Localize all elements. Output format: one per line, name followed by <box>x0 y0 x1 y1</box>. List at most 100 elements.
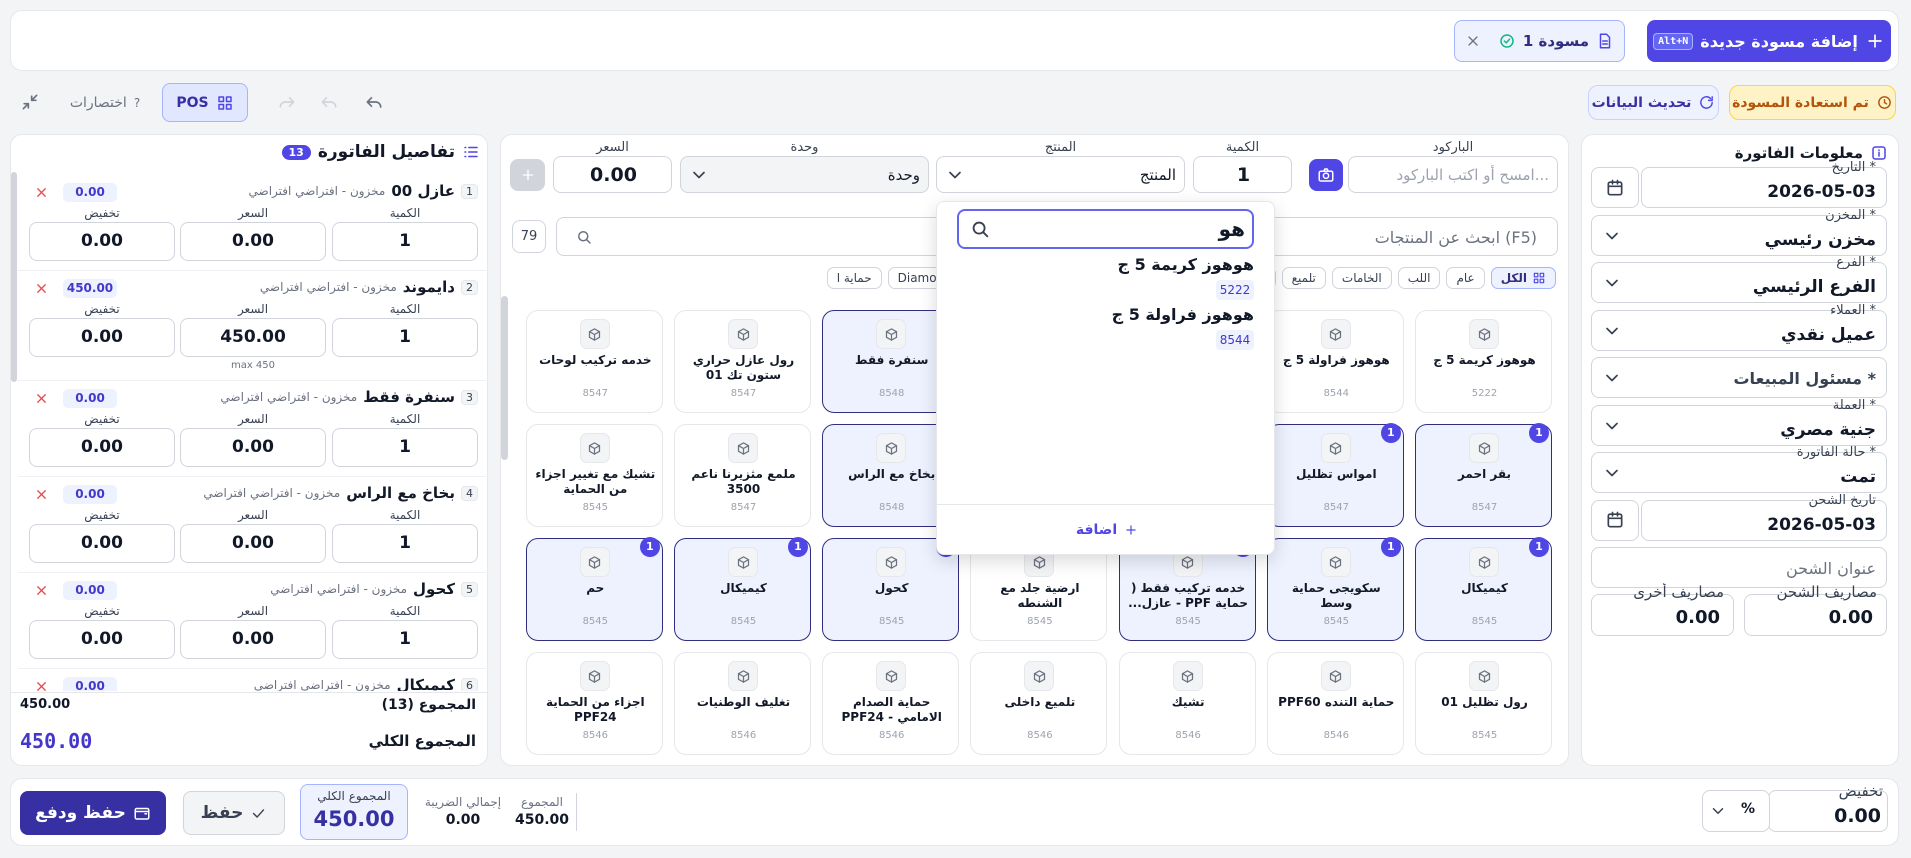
product-card[interactable]: حماية الصدام الامامي - PPF24 8546 <box>822 652 960 755</box>
toolbar-icon-button[interactable] <box>277 92 299 114</box>
category-chip[interactable]: اللب <box>1397 267 1441 289</box>
item-input[interactable]: 450.00 <box>180 318 326 357</box>
item-input[interactable]: 0.00 <box>29 428 175 467</box>
cost-field[interactable]: مصاريف الشحن 0.00 <box>1744 583 1887 636</box>
item-input[interactable]: 0.00 <box>180 524 326 563</box>
form-field[interactable]: مسئول المبيعات * <box>1591 357 1887 398</box>
product-card[interactable]: كيميكال 8545 1 <box>674 537 811 641</box>
product-code: 8546 <box>1175 730 1201 741</box>
product-card[interactable]: هوهوز كريمة 5 ج 5222 <box>1415 310 1552 413</box>
product-card[interactable]: سكويجى حماية وسط 8545 1 <box>1266 537 1404 641</box>
product-card[interactable]: ملمع مثزيرنا ناعم 3500 8547 <box>674 424 811 527</box>
shortcuts-button[interactable]: ? اختصارات <box>60 86 150 119</box>
item-input[interactable]: 0.00 <box>180 428 326 467</box>
item-input[interactable]: 0.00 <box>29 524 175 563</box>
form-field[interactable]: العملة * جنية مصري <box>1591 398 1887 446</box>
product-card[interactable]: تغليف الوطنيات 8546 <box>674 652 811 755</box>
product-card[interactable]: رول عازل حراري ستون تك 01 8547 <box>674 310 811 413</box>
entry-input[interactable]: المنتج <box>936 156 1185 193</box>
toolbar-icon-button[interactable] <box>319 92 341 114</box>
save-pay-button[interactable]: حفظ ودفع <box>20 791 166 835</box>
form-field[interactable]: حالة الفاتورة * تمت <box>1591 445 1887 493</box>
field-label: الكمية <box>389 206 421 220</box>
summary-label: المجموع <box>521 795 563 809</box>
remove-item[interactable] <box>34 487 50 503</box>
toolbar-icon-button[interactable] <box>364 92 386 114</box>
product-card[interactable]: اجزاء من الحماية PPF24 8546 <box>525 652 663 755</box>
product-card[interactable]: تلميع داخلى 8546 <box>970 652 1108 755</box>
category-chip[interactable]: الكل <box>1490 267 1556 289</box>
item-input[interactable]: 0.00 <box>29 318 175 357</box>
icon <box>464 146 478 158</box>
remove-item[interactable] <box>34 583 50 599</box>
entry-input[interactable]: وحدة <box>680 156 929 193</box>
product-code: 5222 <box>1471 388 1498 399</box>
calendar-button[interactable] <box>1591 167 1639 208</box>
remove-item[interactable] <box>34 679 50 691</box>
dropdown-add[interactable]: اضافة <box>1047 518 1167 542</box>
form-field[interactable]: العملاء * عميل نقدي <box>1591 303 1887 351</box>
category-chip[interactable]: تلميع <box>1281 267 1326 289</box>
category-chip[interactable]: حماية ا <box>826 267 882 289</box>
pos-button[interactable]: POS <box>162 83 248 122</box>
entry-input[interactable]: امسح أو اكتب الباركود... <box>1348 156 1558 193</box>
new-draft-button[interactable]: إضافة مسودة جديدة Alt+N <box>1647 20 1891 62</box>
product-card[interactable]: خدمه تركيب فقط ( حماية PPF - عازل... 8545… <box>1118 537 1256 641</box>
footer-bar <box>10 778 1899 846</box>
product-card[interactable]: رول تظليل 01 8545 <box>1415 652 1552 755</box>
product-card[interactable]: خدمه تركيب لوحات 8547 <box>525 310 663 413</box>
item-stock: مخزون - افتراضي افتراضي <box>203 486 341 500</box>
item-name: سنفرة فقط <box>363 388 455 406</box>
item-input[interactable]: 1 <box>332 318 478 357</box>
item-input[interactable]: 0.00 <box>180 222 326 261</box>
product-card[interactable]: ارضية جلد مع الشنطه 8545 <box>970 538 1108 641</box>
item-input[interactable]: 0.00 <box>180 620 326 659</box>
product-code: 8545 <box>878 616 905 627</box>
item-input[interactable]: 0.00 <box>29 620 175 659</box>
category-chip[interactable]: عام <box>1446 267 1485 289</box>
save-button[interactable]: حفظ <box>183 791 285 835</box>
product-card[interactable]: هوهوز فراولة 5 ج 8544 <box>1266 310 1404 413</box>
icon <box>737 327 749 341</box>
item-input[interactable]: 0.00 <box>29 222 175 261</box>
item-input[interactable]: 1 <box>332 428 478 467</box>
dropdown-result[interactable]: هوهوز كريمة 5 ج 5222 <box>947 255 1254 303</box>
item-input[interactable]: 1 <box>332 620 478 659</box>
product-card[interactable]: تشيك مع تغيير اجزاء من الحماية 8545 <box>525 424 663 527</box>
add-entry-button[interactable] <box>510 159 545 191</box>
calendar-button[interactable] <box>1591 499 1639 541</box>
form-field[interactable]: الفرع * الفرع الرئيسي <box>1591 255 1887 303</box>
dropdown-divider <box>937 504 1274 505</box>
product-card[interactable]: كيميكال 8545 1 <box>1415 537 1552 641</box>
draft-tab[interactable]: مسودة 1 <box>1454 20 1625 62</box>
form-field[interactable]: المخزن * مخزن رئيسي <box>1591 208 1887 256</box>
form-field[interactable]: تاريخ الشحن 2026-05-03 <box>1641 493 1887 541</box>
item-input[interactable]: 1 <box>332 222 478 261</box>
product-card[interactable]: حم 8545 1 <box>525 537 663 641</box>
product-card[interactable]: تشيك 8546 <box>1118 652 1256 755</box>
form-field[interactable]: التاريخ * 2026-05-03 <box>1641 160 1887 208</box>
invoice-item: 1 عازل 00 مخزون - افتراضي افتراضي 0.00 الكمي… <box>18 176 486 272</box>
remove-item[interactable] <box>34 185 50 201</box>
remove-item[interactable] <box>34 391 50 407</box>
refresh-button[interactable]: تحديث البيانات <box>1588 85 1719 120</box>
item-input[interactable]: 1 <box>332 524 478 563</box>
subtotal-label: المجموع (13) <box>381 697 476 713</box>
product-card[interactable]: حماية التنده PPF60 8546 <box>1266 652 1404 755</box>
dropdown-result[interactable]: هوهوز فراولة 5 ج 8544 <box>947 305 1254 353</box>
discount-type-select[interactable]: % <box>1702 790 1770 832</box>
icon <box>1330 327 1342 341</box>
product-card[interactable]: كحول85451 <box>822 537 960 641</box>
entry-input[interactable]: 1 <box>1193 156 1292 193</box>
remove-item[interactable] <box>34 281 50 297</box>
product-card[interactable]: بقر احمر 8547 1 <box>1415 423 1552 527</box>
cost-field[interactable]: مصاريف أخرى 0.00 <box>1591 583 1734 636</box>
entry-input[interactable]: 0.00 <box>553 156 672 193</box>
camera-button[interactable] <box>1309 159 1343 191</box>
toolbar-icon-button[interactable] <box>20 92 42 114</box>
product-card[interactable]: امواس تظليل 8547 1 <box>1266 423 1404 527</box>
dropdown-search[interactable]: هو <box>957 209 1254 249</box>
form-field[interactable]: عنوان الشحن <box>1591 547 1887 588</box>
category-chip[interactable]: الخامات <box>1331 267 1392 289</box>
discount-input[interactable]: تخفيض 0.00 <box>1768 782 1888 832</box>
